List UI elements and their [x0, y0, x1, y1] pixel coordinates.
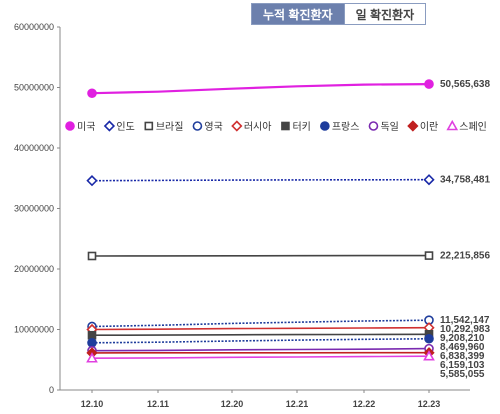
- series-line-10: [91, 355, 430, 360]
- series-line-2: [91, 178, 430, 182]
- series-marker-1: [87, 88, 97, 99]
- end-value-label: 11,542,147: [440, 315, 490, 326]
- x-tick-label: 12.11: [147, 399, 169, 409]
- series-marker-6: [87, 330, 97, 340]
- legend-label: 미국: [77, 121, 95, 133]
- end-value-label: 8,469,960: [440, 342, 485, 353]
- end-value-label: 6,159,103: [440, 360, 485, 371]
- legend-label: 러시아: [244, 121, 272, 133]
- series-line-8: [91, 347, 430, 352]
- legend-label: 이란: [420, 121, 438, 133]
- series-marker-2: [86, 175, 98, 187]
- legend-marker: [446, 119, 459, 131]
- series-line-6: [91, 333, 430, 337]
- end-value-label: 9,208,210: [440, 333, 485, 344]
- end-value-label: 6,838,399: [440, 351, 485, 362]
- series-marker-7: [424, 333, 434, 344]
- y-tick-label: 40000000: [14, 143, 54, 153]
- series-marker-10: [423, 350, 435, 361]
- legend-label: 터키: [292, 121, 310, 133]
- legend-label: 프랑스: [332, 121, 360, 133]
- legend-marker: [281, 121, 290, 131]
- series-marker-2: [423, 174, 435, 186]
- series-line-7: [91, 338, 430, 344]
- tab-daily-cases[interactable]: 일 확진환자: [344, 3, 427, 25]
- x-tick-label: 12.10: [81, 399, 104, 409]
- series-marker-3: [424, 251, 434, 260]
- legend-marker: [368, 121, 379, 131]
- end-value-label: 22,215,856: [440, 251, 490, 262]
- series-line-5: [91, 326, 430, 331]
- legend-label: 스페인: [459, 121, 487, 133]
- legend-label: 독일: [380, 121, 398, 133]
- series-line-1: [91, 83, 430, 95]
- x-tick-label: 12.22: [353, 399, 376, 409]
- x-tick-label: 12.21: [286, 399, 309, 409]
- y-tick-label: 10000000: [14, 325, 54, 335]
- legend-label: 인도: [116, 121, 134, 133]
- legend-marker: [407, 120, 419, 132]
- series-line-4: [91, 319, 430, 328]
- y-tick-label: 50000000: [14, 83, 54, 93]
- series-marker-7: [87, 338, 97, 348]
- y-tick-label: 0: [49, 385, 54, 395]
- legend-marker: [103, 120, 116, 132]
- end-value-label: 10,292,983: [440, 324, 490, 335]
- y-tick-label: 30000000: [14, 204, 54, 214]
- tab-cumulative-cases[interactable]: 누적 확진환자: [251, 3, 345, 25]
- legend-marker: [231, 120, 243, 132]
- end-value-label: 34,758,481: [440, 175, 490, 186]
- tab-bar: 누적 확진환자 일 확진환자: [251, 3, 427, 25]
- legend-marker: [144, 121, 154, 131]
- end-value-label: 50,565,638: [440, 79, 490, 90]
- end-value-label: 5,585,055: [440, 369, 485, 380]
- series-marker-3: [87, 251, 97, 261]
- y-tick-label: 60000000: [14, 22, 54, 32]
- legend-label: 브라질: [156, 121, 184, 133]
- legend-label: 영국: [204, 121, 222, 133]
- legend-marker: [320, 121, 330, 131]
- x-tick-label: 12.23: [418, 399, 441, 409]
- legend-marker: [65, 121, 75, 131]
- series-marker-10: [86, 352, 98, 363]
- series-marker-1: [424, 79, 434, 89]
- legend-marker: [192, 121, 203, 131]
- y-tick-label: 20000000: [14, 264, 54, 274]
- x-tick-label: 12.20: [221, 399, 244, 409]
